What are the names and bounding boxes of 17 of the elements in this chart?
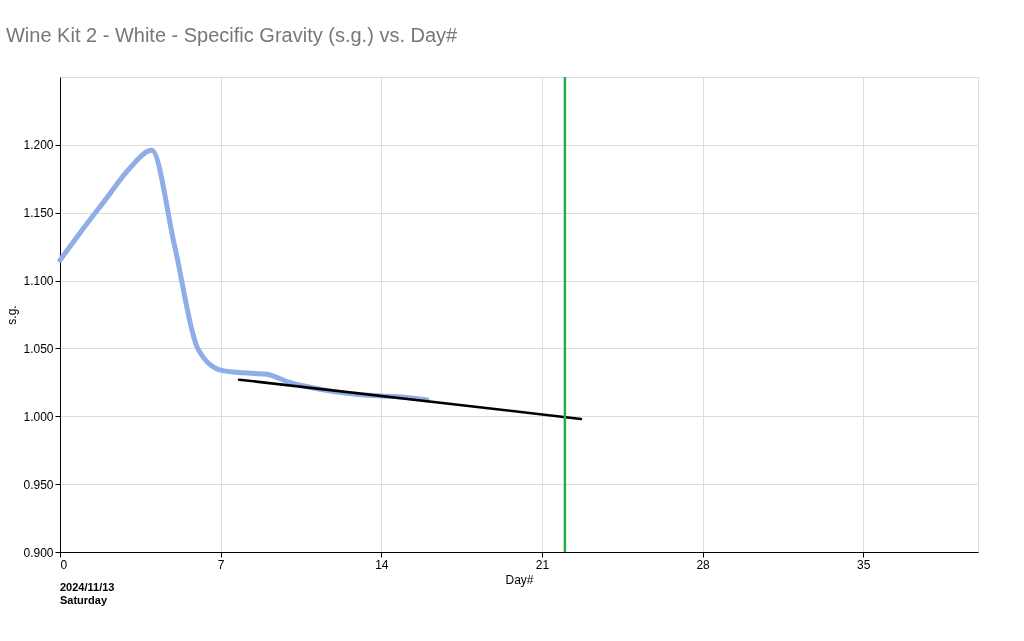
y-tick-label: 1.000 — [23, 409, 54, 424]
y-tick-label: 1.200 — [23, 138, 54, 153]
y-tick-label: 1.150 — [23, 206, 54, 221]
y-tick-label: 1.050 — [23, 341, 54, 356]
chart-title: Wine Kit 2 - White - Specific Gravity (s.g.) vs. Day# — [5, 23, 459, 46]
text: 2024/11/13 Saturday — [60, 581, 115, 606]
y-tick-label: 1.100 — [23, 274, 54, 289]
x-tick-label: 0 — [60, 557, 68, 572]
x-tick-label: 14 — [375, 557, 389, 572]
y-axis-title: s.g. — [5, 305, 20, 325]
x-tick-label: 21 — [535, 557, 550, 572]
y-tick-label: 0.950 — [23, 477, 54, 492]
x-tick-label: 28 — [696, 557, 711, 572]
x-axis-title: Day# — [505, 572, 534, 587]
y-tick-label: 0.900 — [23, 545, 54, 560]
x-tick-label: 7 — [217, 557, 225, 572]
x-tick-label: 35 — [857, 557, 871, 572]
